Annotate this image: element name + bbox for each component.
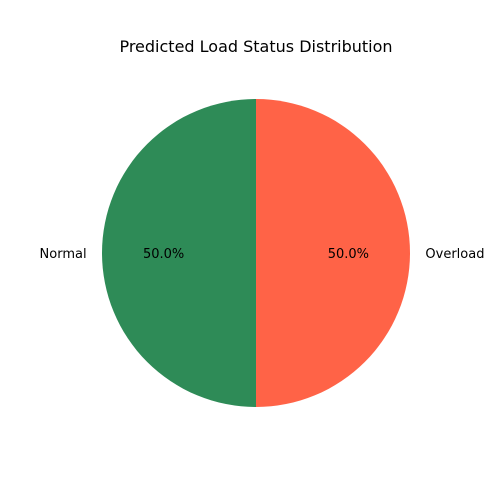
pie-slices (102, 99, 410, 407)
slice-label-overload: Overload (425, 247, 484, 262)
pie-labels: Normal 50.0% Overload 50.0% (40, 247, 485, 262)
slice-label-normal: Normal (40, 247, 87, 262)
pie-slice-normal (102, 99, 256, 407)
percent-label-overload: 50.0% (328, 247, 369, 262)
chart-title: Predicted Load Status Distribution (119, 37, 392, 56)
percent-label-normal: 50.0% (143, 247, 184, 262)
pie-slice-overload (256, 99, 410, 407)
